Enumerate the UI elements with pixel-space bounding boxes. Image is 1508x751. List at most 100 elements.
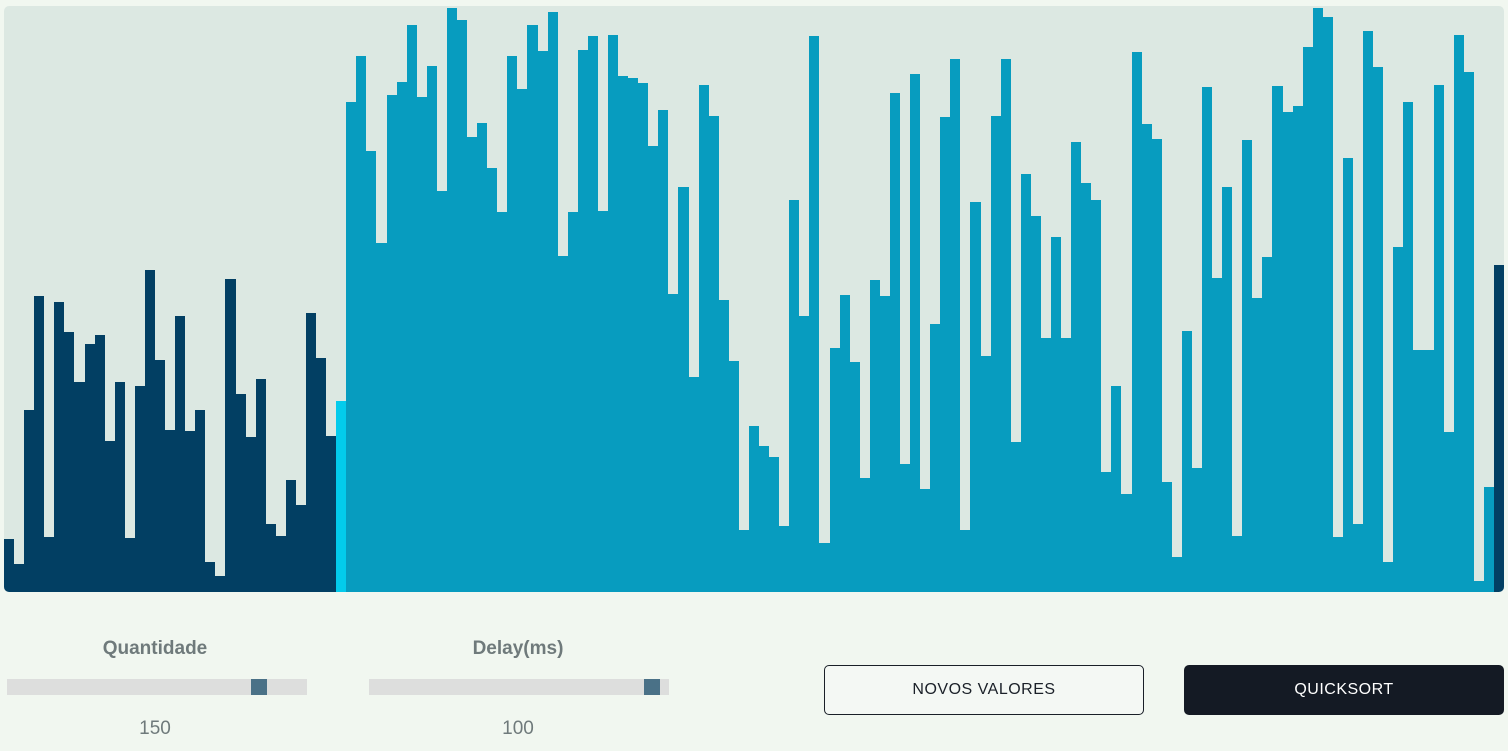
bar [4,539,14,592]
bar [1121,494,1132,592]
bar [266,524,276,592]
bar [910,74,920,592]
bar [789,200,799,592]
bar [648,146,658,592]
bar [809,36,819,592]
bar [1494,265,1504,592]
bar [1363,31,1373,592]
bar [1373,67,1383,592]
bar [1031,216,1041,592]
bar [125,538,135,592]
bar [185,431,195,592]
bar [427,66,437,592]
quicksort-button[interactable]: QUICKSORT [1184,665,1504,715]
bar [1081,183,1091,592]
bar [1383,562,1393,592]
bar [326,436,336,592]
bar [1262,257,1272,592]
delay-label: Delay(ms) [472,638,564,659]
bar [1333,537,1343,592]
bar [517,89,527,592]
bar [286,480,296,592]
bar [437,191,447,592]
quantity-slider-thumb[interactable] [251,679,267,695]
bar [1393,247,1403,592]
bar [85,344,95,592]
bar [1061,338,1071,592]
bar [34,296,44,592]
bar [225,279,236,592]
bar [1444,432,1454,592]
bar [548,12,558,592]
bar [527,25,538,592]
bar [487,168,497,592]
bar [54,302,64,592]
bar [960,530,970,592]
bar [1021,174,1031,592]
bar [507,56,517,592]
bar [588,36,598,592]
bar [759,446,769,592]
bar [940,117,950,592]
bar [497,212,507,592]
bar [658,110,668,592]
bar [1051,237,1061,592]
bar [165,430,175,592]
bar [850,362,860,592]
bar [407,25,417,592]
bar [598,211,608,592]
bar [296,505,306,592]
bar [1192,468,1202,592]
delay-slider-thumb[interactable] [644,679,660,695]
quantity-value: 150 [139,718,171,739]
bar [920,489,930,592]
delay-slider[interactable] [369,679,669,695]
bar [830,348,840,592]
bar [1403,102,1413,592]
bar [628,78,638,592]
bar [95,335,105,592]
bar [890,93,900,592]
bar [1423,350,1434,592]
bar [1162,482,1172,592]
bar [1303,47,1313,592]
bar [276,536,286,592]
bar [246,437,256,592]
bar [236,394,246,592]
bar [1323,17,1333,592]
bar [678,187,689,592]
bar [1484,487,1494,592]
bar [880,296,890,592]
bar [1242,140,1252,592]
bar [1252,298,1262,592]
bar [64,332,74,592]
bar [24,410,34,592]
bar [568,212,578,592]
bar [779,526,789,592]
bar [1091,200,1101,592]
bar [1413,350,1423,592]
bar [1202,87,1212,592]
bar [1272,86,1283,592]
bar [870,280,880,592]
bar [14,564,24,592]
bar [618,76,628,592]
bar [1142,124,1152,592]
bar [366,151,376,592]
bar [1011,442,1021,592]
delay-value: 100 [502,718,534,739]
bar [376,243,387,592]
bar [1343,158,1353,592]
bar [900,464,910,592]
bar [769,457,779,592]
new-values-button[interactable]: NOVOS VALORES [824,665,1144,715]
bar [799,316,809,592]
bar [1232,536,1242,592]
bar [538,51,548,592]
bar [558,256,568,592]
bar [44,537,54,592]
bar [1353,524,1363,592]
bar [930,324,940,592]
bar [155,360,165,592]
quantity-slider[interactable] [7,679,307,695]
